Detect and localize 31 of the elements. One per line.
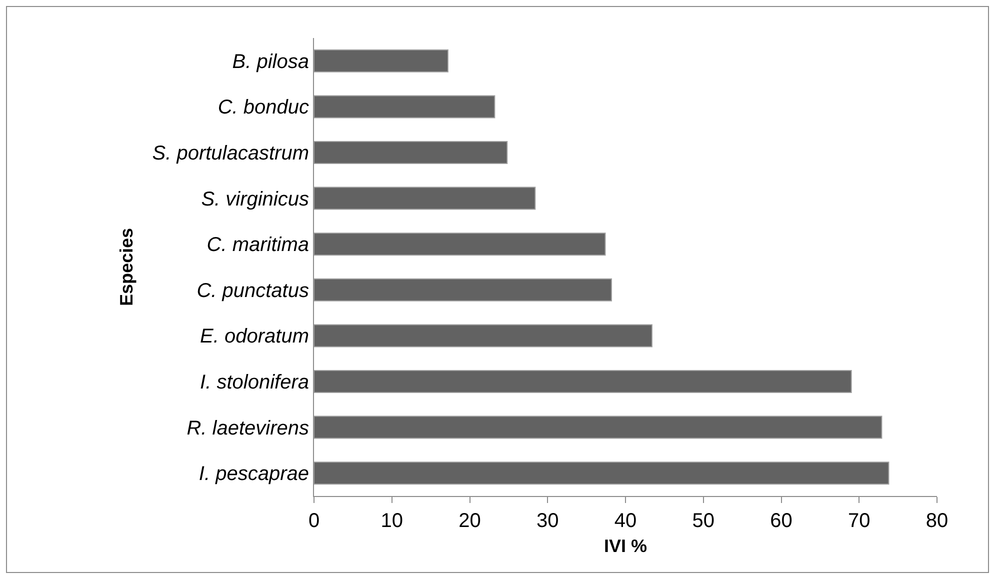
- y-tick-label: C. bonduc: [218, 96, 309, 119]
- y-tick-label: S. virginicus: [201, 188, 309, 210]
- bar: [314, 141, 508, 164]
- x-tick-label: 0: [308, 510, 320, 532]
- y-tick-label: C. punctatus: [196, 280, 309, 302]
- bar: [314, 324, 652, 348]
- x-tick-label: 10: [380, 510, 404, 532]
- y-axis-title: Especies: [116, 228, 136, 306]
- x-tick-label: 70: [848, 510, 870, 532]
- x-tick-label: 40: [614, 510, 637, 532]
- bar: [314, 370, 852, 393]
- y-tick-label: B. pilosa: [232, 50, 309, 73]
- y-tick-label: S. portulacastrum: [152, 142, 309, 164]
- x-tick-label: 30: [536, 510, 559, 532]
- bar: [314, 232, 606, 256]
- bar: [314, 462, 890, 485]
- x-tick-label: 50: [692, 510, 715, 532]
- y-tick-label: I. pescaprae: [198, 463, 309, 486]
- x-tick-label: 60: [770, 510, 792, 532]
- bar: [314, 49, 448, 72]
- x-axis-title: IVI %: [604, 536, 648, 556]
- x-tick-label: 80: [926, 510, 948, 532]
- y-tick-label: I. stolonifera: [200, 372, 309, 394]
- y-tick-label: R. laetevirens: [186, 417, 309, 440]
- bar: [314, 186, 536, 210]
- x-tick-label: 20: [458, 510, 481, 532]
- bar: [314, 95, 496, 118]
- bar: [314, 416, 882, 439]
- y-tick-label: C. maritima: [206, 234, 309, 256]
- y-tick-label: E. odoratum: [200, 326, 309, 348]
- bar: [314, 278, 612, 302]
